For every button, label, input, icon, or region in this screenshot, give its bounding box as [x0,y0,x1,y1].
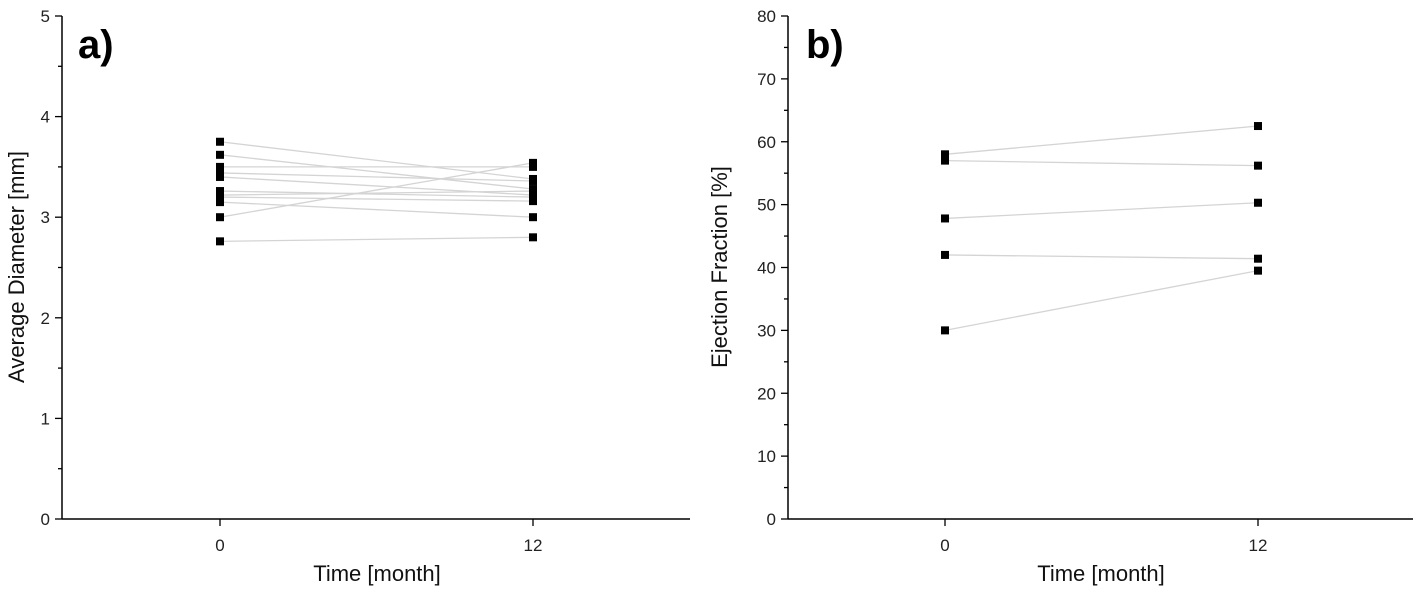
panel-a-y-ticks: 0 1 2 3 4 5 [41,7,62,529]
x-tick-label: 12 [1249,536,1268,555]
y-tick-label: 60 [757,133,776,152]
data-point [529,193,537,202]
data-point [216,237,224,246]
pair-line [944,125,1259,155]
y-tick-label: 80 [757,7,776,26]
panel-a-x-label: Time [month] [313,561,441,586]
data-point [216,198,224,207]
y-tick-label: 1 [41,409,50,428]
data-point [529,158,537,167]
pair-line [219,141,534,180]
panel-a-x-ticks: 0 12 [215,519,542,555]
y-tick-label: 10 [757,447,776,466]
panel-b-y-label: Ejection Fraction [%] [707,166,732,368]
data-point [529,162,537,171]
pair-line [944,159,1259,167]
y-tick-label: 20 [757,384,776,403]
data-point [1254,266,1262,275]
panel-b-y-ticks: 0 10 20 30 40 50 60 70 80 [757,7,788,529]
data-point [529,176,537,185]
panel-a-pair-lines [219,141,534,242]
panel-a-label: a) [78,23,114,67]
y-tick-label: 3 [41,208,50,227]
data-point [216,150,224,159]
panel-b-points [941,122,1262,335]
pair-line [944,254,1259,260]
panel-b-pair-lines [944,125,1259,332]
data-point [941,250,949,259]
data-point [941,150,949,159]
data-point [529,213,537,222]
y-tick-label: 4 [41,108,50,127]
pair-line [219,236,534,242]
x-tick-label: 12 [524,536,543,555]
data-point [941,214,949,223]
data-point [941,326,949,335]
panel-b-label: b) [806,23,844,67]
pair-line [219,201,534,218]
chart-panel-b: b) 0 10 20 30 40 50 60 70 80 0 12 Time [month] Ej… [707,7,1413,586]
data-point [1254,254,1262,263]
data-point [1254,161,1262,170]
panel-a-y-label: Average Diameter [mm] [4,151,29,383]
data-point [1254,122,1262,131]
data-point [216,168,224,177]
y-tick-label: 70 [757,70,776,89]
pair-line [219,172,534,182]
data-point [216,162,224,171]
panel-a-points [216,137,537,246]
y-tick-label: 2 [41,309,50,328]
data-point [529,187,537,196]
data-point [529,233,537,242]
data-point [216,213,224,222]
data-point [216,187,224,196]
y-tick-label: 0 [767,510,776,529]
pair-line [219,190,534,198]
y-tick-label: 50 [757,196,776,215]
pair-line [219,154,534,190]
pair-line [944,202,1259,220]
data-point [216,193,224,202]
data-point [529,197,537,206]
data-point [216,137,224,146]
y-tick-label: 30 [757,321,776,340]
y-tick-label: 5 [41,7,50,26]
pair-line [219,162,534,218]
pair-line [219,190,534,196]
data-point [941,156,949,165]
pair-line [944,270,1259,332]
data-point [216,172,224,181]
y-tick-label: 40 [757,259,776,278]
data-point [1254,198,1262,207]
x-tick-label: 0 [940,536,949,555]
x-tick-label: 0 [215,536,224,555]
panel-b-x-ticks: 0 12 [940,519,1267,555]
y-tick-label: 0 [41,510,50,529]
pair-line [219,196,534,202]
panel-b-x-label: Time [month] [1037,561,1165,586]
